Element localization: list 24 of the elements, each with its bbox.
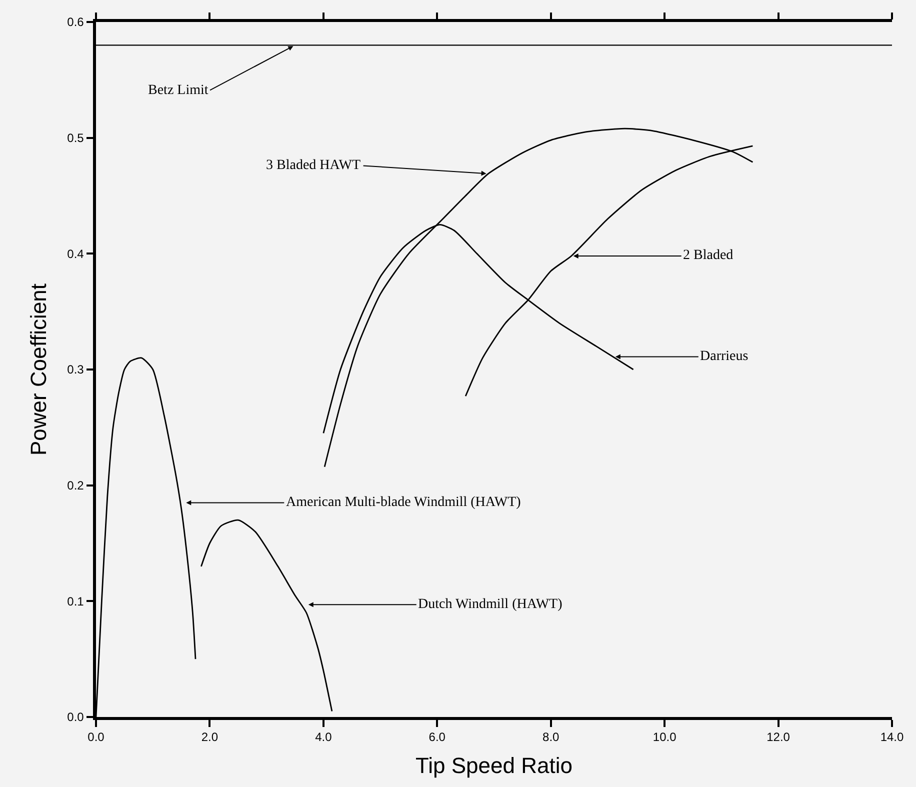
annotation: 3 Bladed HAWT	[266, 158, 361, 173]
annotation: 2 Bladed	[683, 248, 734, 263]
y-tick-label: 0.6	[67, 15, 84, 30]
y-tick-label: 0.2	[67, 478, 84, 493]
annotation: Dutch Windmill (HAWT)	[418, 597, 563, 612]
y-tick-label: 0.5	[67, 131, 84, 146]
x-tick-label: 2.0	[201, 730, 218, 744]
y-tick-label: 0.3	[67, 362, 84, 377]
line-series	[200, 519, 333, 712]
x-tick-label: 12.0	[766, 730, 790, 744]
y-tick-label: 0.4	[67, 246, 84, 261]
x-tick-label: 14.0	[880, 730, 904, 744]
x-tick-label: 6.0	[428, 730, 446, 744]
annotation: Betz Limit	[148, 83, 208, 98]
y-tick-label: 0.1	[67, 594, 84, 608]
y-axis-title: Power Coefficient	[26, 283, 51, 456]
x-tick-label: 0.0	[88, 730, 105, 744]
annotation: Darrieus	[700, 349, 748, 364]
y-tick-label: 0.0	[67, 710, 84, 724]
x-tick-label: 10.0	[652, 730, 677, 744]
x-tick-label: 4.0	[315, 730, 332, 744]
annotation: American Multi-blade Windmill (HAWT)	[286, 495, 522, 510]
x-axis-title: Tip Speed Ratio	[416, 753, 572, 778]
x-tick-label: 8.0	[542, 730, 560, 744]
